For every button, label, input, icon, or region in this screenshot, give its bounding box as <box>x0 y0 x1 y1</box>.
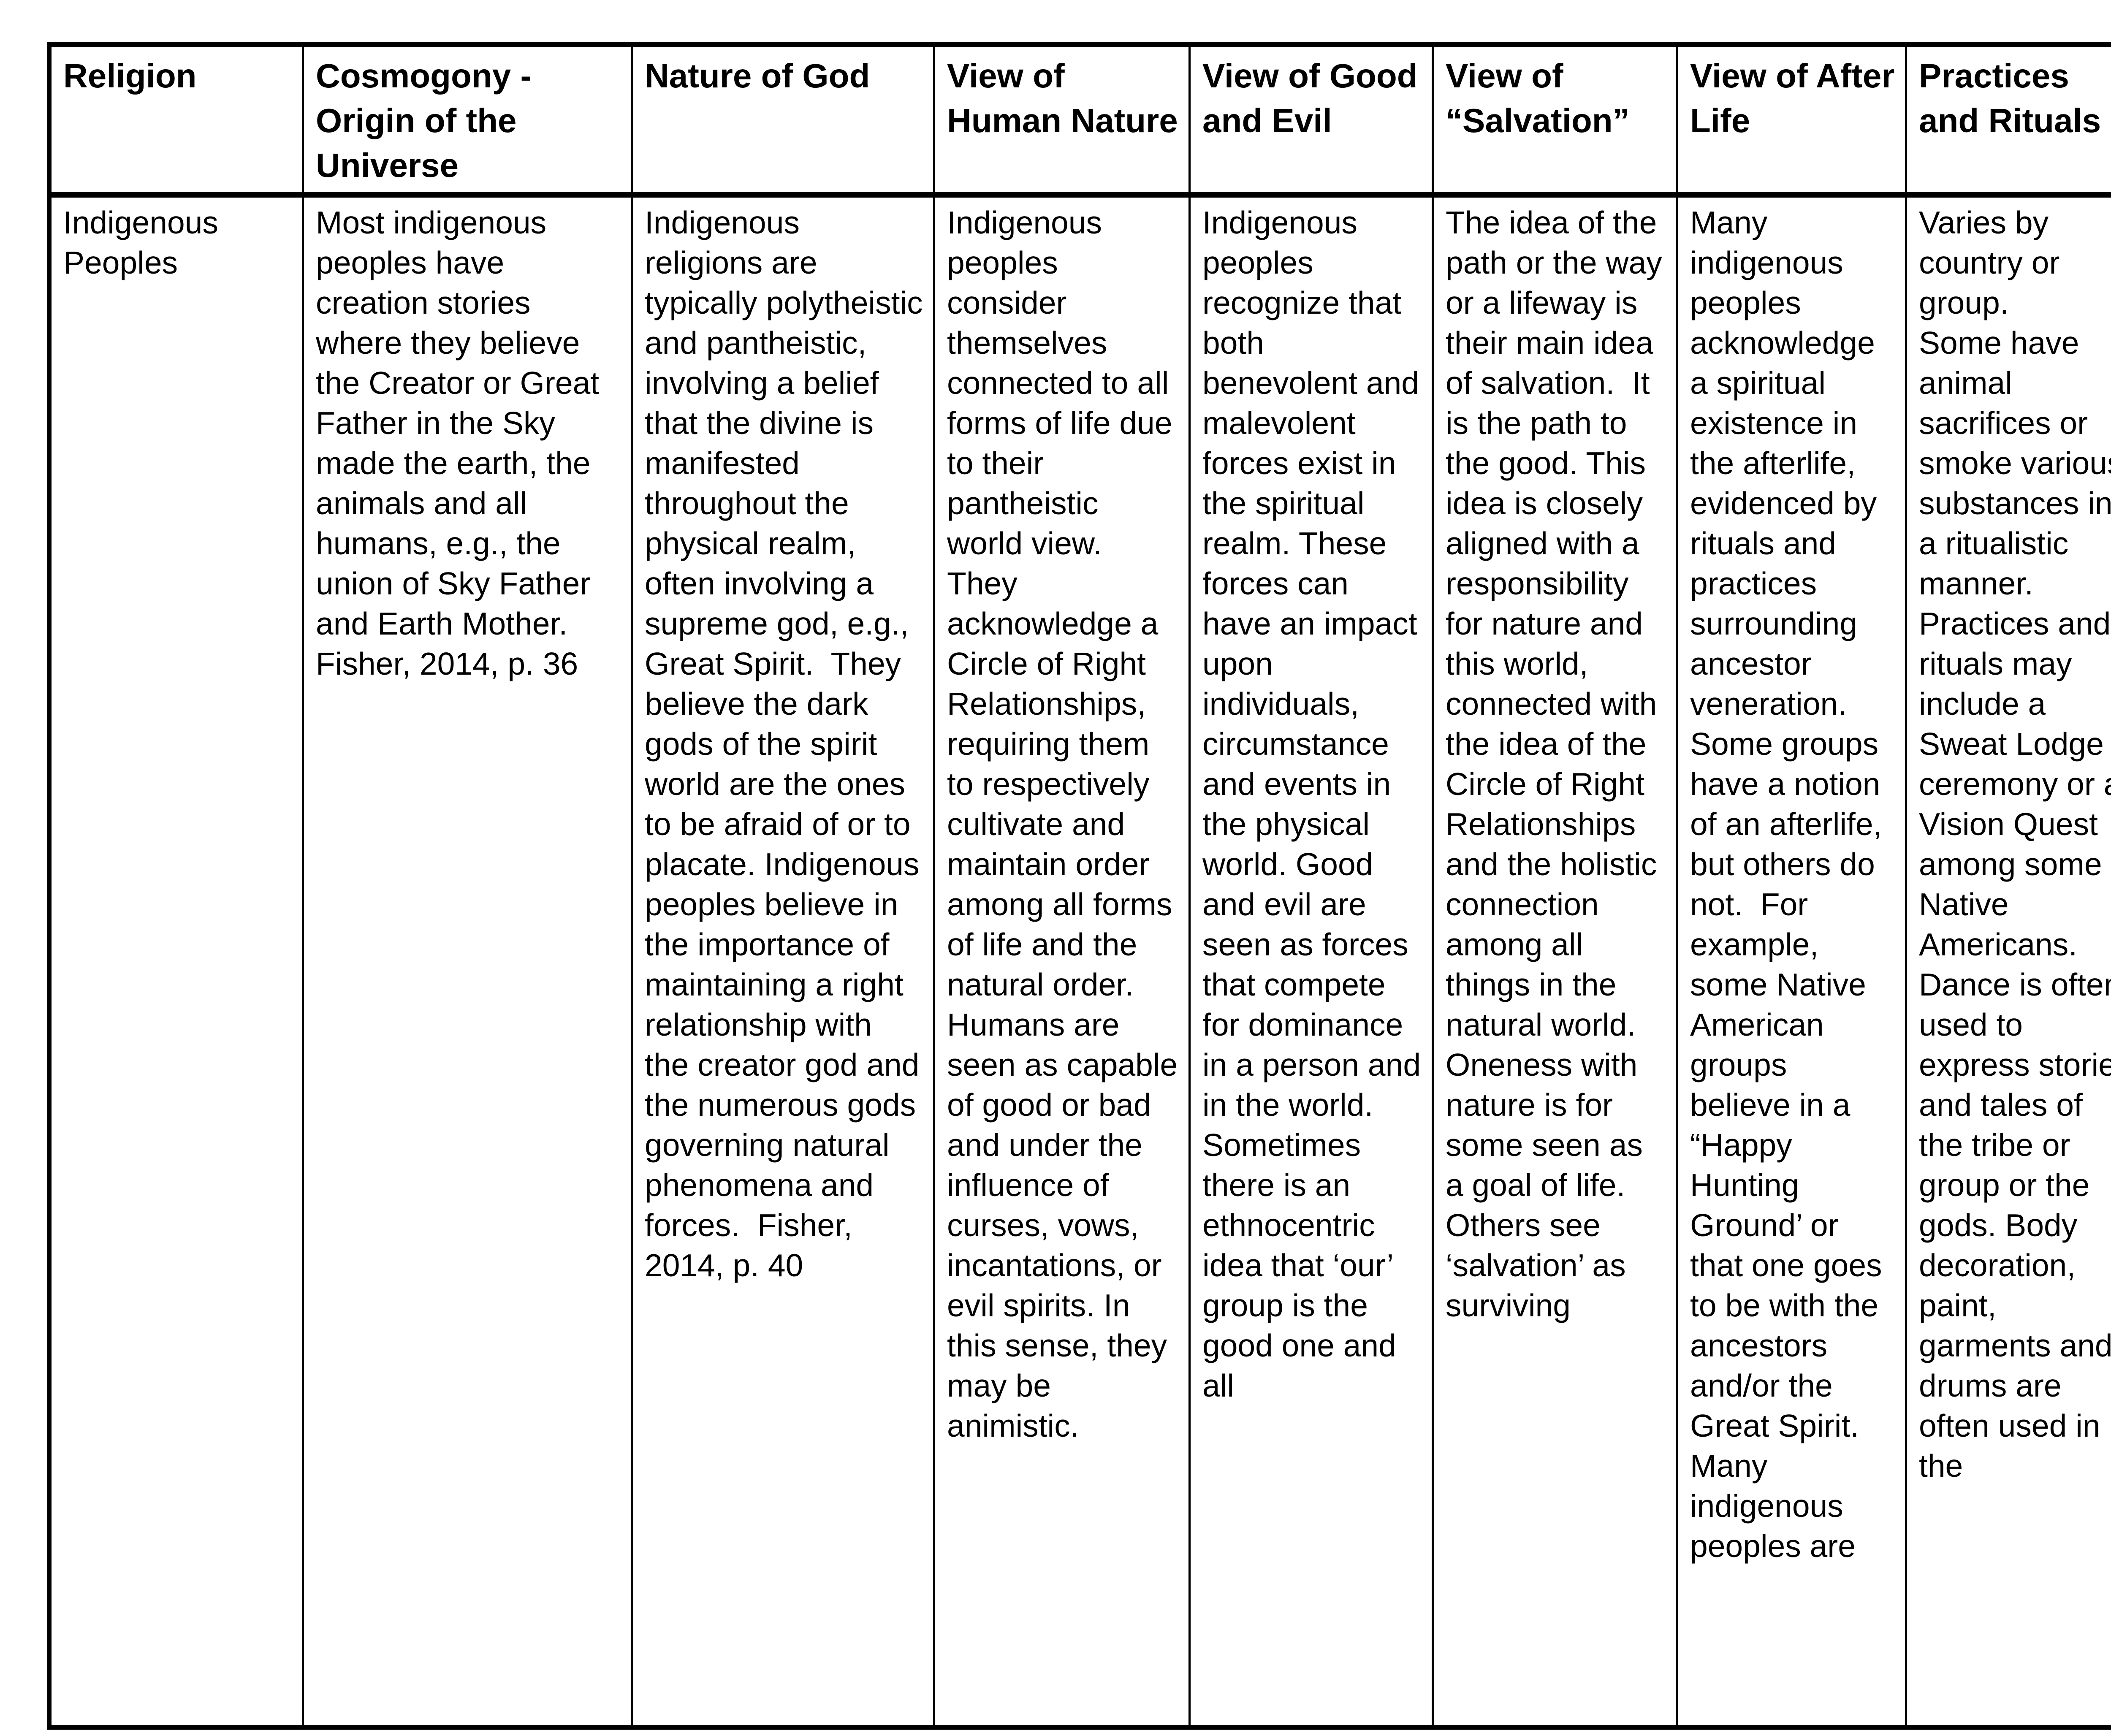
cell-nature-of-god: Indigenous religions are typically polyt… <box>631 194 935 1728</box>
header-practices-and-rituals: Practices and Rituals <box>1905 43 2111 198</box>
header-view-of-good-and-evil: View of Good and Evil <box>1188 43 1434 198</box>
header-view-of-salvation: View of “Salvation” <box>1432 43 1678 198</box>
header-view-of-after-life: View of After Life <box>1676 43 1907 198</box>
header-religion-label: Religion <box>63 57 197 95</box>
header-cosmogony-label: Cosmogony - Origin of the Universe <box>316 57 541 184</box>
cell-religion-text: Indigenous Peoples <box>63 205 227 280</box>
cell-view-of-human-nature-text: Indigenous peoples consider themselves c… <box>947 205 1178 1443</box>
cell-view-of-human-nature: Indigenous peoples consider themselves c… <box>933 194 1191 1728</box>
header-nature-of-god-label: Nature of God <box>645 57 870 95</box>
cell-practices-and-rituals: Varies by country or group. Some have an… <box>1905 194 2111 1728</box>
header-row: Religion Cosmogony - Origin of the Unive… <box>48 43 2111 198</box>
cell-view-of-good-and-evil-text: Indigenous peoples recognize that both b… <box>1202 205 1421 1403</box>
cell-nature-of-god-text: Indigenous religions are typically polyt… <box>645 205 923 1283</box>
cell-view-of-good-and-evil: Indigenous peoples recognize that both b… <box>1188 194 1434 1728</box>
cell-practices-and-rituals-text: Varies by country or group. Some have an… <box>1919 205 2111 1484</box>
cell-religion: Indigenous Peoples <box>48 194 304 1728</box>
cell-cosmogony-text: Most indigenous peoples have creation st… <box>316 205 608 681</box>
header-view-of-salvation-label: View of “Salvation” <box>1446 57 1630 139</box>
cell-view-of-salvation-text: The idea of the path or the way or a lif… <box>1446 205 1662 1323</box>
header-nature-of-god: Nature of God <box>631 43 935 198</box>
header-view-of-human-nature: View of Human Nature <box>933 43 1191 198</box>
cell-view-of-after-life-text: Many indigenous peoples acknowledge a sp… <box>1690 205 1891 1564</box>
header-cosmogony: Cosmogony - Origin of the Universe <box>302 43 633 198</box>
cell-view-of-after-life: Many indigenous peoples acknowledge a sp… <box>1676 194 1907 1728</box>
table-row-indigenous-peoples: Indigenous Peoples Most indigenous peopl… <box>48 194 2111 1728</box>
header-practices-and-rituals-label: Practices and Rituals <box>1919 57 2101 139</box>
header-religion: Religion <box>48 43 304 198</box>
cell-view-of-salvation: The idea of the path or the way or a lif… <box>1432 194 1678 1728</box>
religion-comparison-table: Religion Cosmogony - Origin of the Unive… <box>47 42 2111 1730</box>
header-view-of-after-life-label: View of After Life <box>1690 57 1904 139</box>
document-page: Religion Cosmogony - Origin of the Unive… <box>47 42 2111 1730</box>
cell-cosmogony: Most indigenous peoples have creation st… <box>302 194 633 1728</box>
header-view-of-human-nature-label: View of Human Nature <box>947 57 1178 139</box>
header-view-of-good-and-evil-label: View of Good and Evil <box>1202 57 1427 139</box>
